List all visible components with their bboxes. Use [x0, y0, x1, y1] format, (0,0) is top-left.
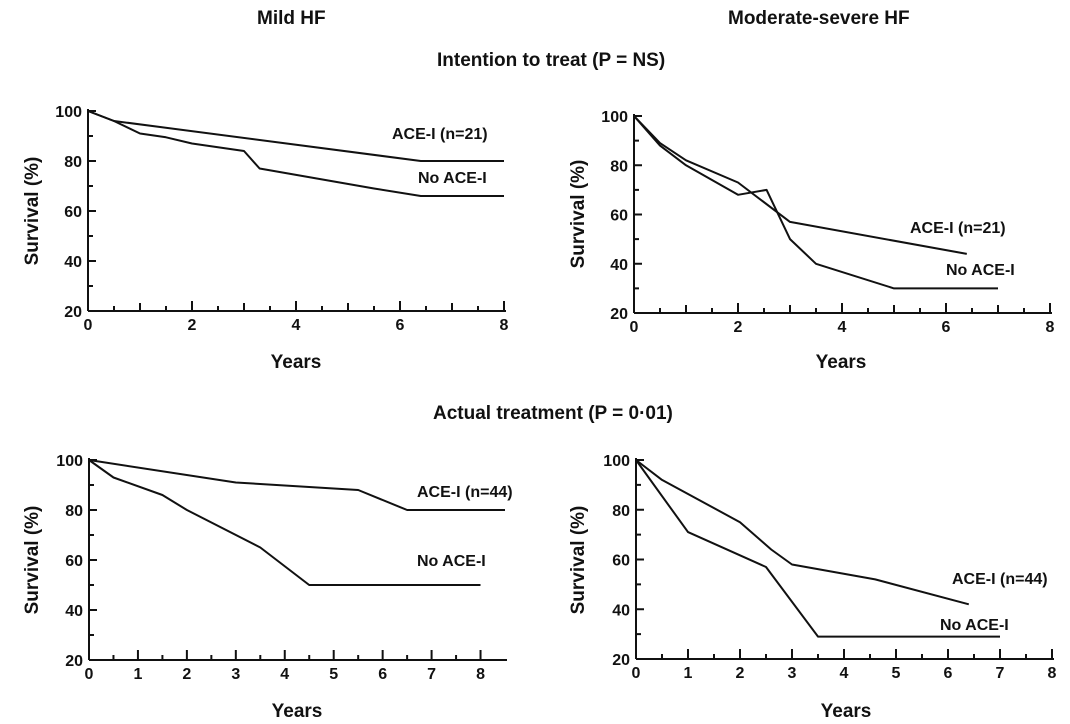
x-tick-label: 6 [396, 317, 405, 334]
section-title-actual: Actual treatment (P = 0·01) [433, 403, 673, 424]
series-label-no-ace-i: No ACE-I [417, 553, 486, 570]
series-line-no-ace-i [633, 115, 998, 290]
series-label-no-ace-i: No ACE-I [940, 617, 1009, 634]
y-tick-label: 60 [64, 204, 82, 221]
y-tick-label: 20 [65, 653, 83, 670]
y-tick-label: 60 [65, 553, 83, 570]
x-axis-title: Years [821, 701, 872, 722]
column-header-mild: Mild HF [257, 8, 326, 29]
x-tick-label: 0 [85, 666, 94, 683]
x-tick-label: 2 [734, 319, 743, 336]
y-tick-label: 40 [612, 602, 630, 619]
y-tick-label: 60 [612, 553, 630, 570]
y-tick-label: 80 [64, 154, 82, 171]
x-tick-label: 2 [182, 666, 191, 683]
x-tick-label: 3 [788, 665, 797, 682]
y-tick-label: 80 [612, 503, 630, 520]
chart-panel-intention-moderate: 20 40 60 80 100 0 2 4 6 8 Years Survival (%) ACE-I (… [568, 109, 1055, 373]
series-line-no-ace-i [87, 110, 504, 197]
series-label-no-ace-i: No ACE-I [946, 262, 1015, 279]
series-label-ace-i: ACE-I (n=44) [952, 571, 1048, 588]
section-title-intention: Intention to treat (P = NS) [437, 50, 666, 71]
x-tick-label: 5 [329, 666, 338, 683]
x-tick-label: 4 [840, 665, 849, 682]
x-tick-label: 5 [892, 665, 901, 682]
y-tick-label: 100 [603, 453, 630, 470]
series-label-ace-i: ACE-I (n=44) [417, 484, 513, 501]
chart-panel-actual-moderate: 20 40 60 80 100 0 1 2 3 4 5 6 7 8 Years Survival (%) ACE… [568, 453, 1057, 722]
x-tick-label: 1 [133, 666, 142, 683]
x-tick-label: 4 [280, 666, 289, 683]
x-tick-label: 2 [188, 317, 197, 334]
series-label-ace-i: ACE-I (n=21) [392, 126, 488, 143]
x-tick-label: 8 [500, 317, 509, 334]
x-tick-label: 6 [942, 319, 951, 336]
x-tick-label: 8 [1046, 319, 1055, 336]
x-axis-title: Years [271, 352, 322, 373]
series-line-no-ace-i [88, 459, 481, 586]
series-line-ace-i [633, 115, 967, 255]
x-tick-label: 0 [84, 317, 93, 334]
y-tick-label: 40 [610, 257, 628, 274]
x-tick-label: 4 [292, 317, 301, 334]
y-tick-label: 20 [610, 306, 628, 323]
x-tick-label: 2 [736, 665, 745, 682]
series-line-no-ace-i [635, 459, 1000, 638]
x-axis-title: Years [816, 352, 867, 373]
y-tick-label: 20 [612, 652, 630, 669]
y-tick-label: 100 [56, 453, 83, 470]
series-label-no-ace-i: No ACE-I [418, 170, 487, 187]
series-line-ace-i [88, 459, 505, 511]
chart-panel-actual-mild: 20 40 60 80 100 0 1 2 3 4 5 6 7 8 Years Survival (%) ACE… [22, 453, 513, 722]
y-axis-title: Survival (%) [568, 160, 589, 269]
y-tick-label: 100 [55, 104, 82, 121]
chart-panel-intention-mild: 20 40 60 80 100 0 2 4 6 8 Years Survival (%) ACE-I (… [22, 104, 509, 373]
x-tick-label: 8 [1048, 665, 1057, 682]
x-tick-label: 6 [378, 666, 387, 683]
x-tick-label: 1 [684, 665, 693, 682]
y-tick-label: 60 [610, 208, 628, 225]
x-tick-label: 4 [838, 319, 847, 336]
x-axis-title: Years [272, 701, 323, 722]
y-axis-title: Survival (%) [568, 506, 589, 615]
series-label-ace-i: ACE-I (n=21) [910, 220, 1006, 237]
y-tick-label: 80 [65, 503, 83, 520]
x-tick-label: 8 [476, 666, 485, 683]
y-axis-title: Survival (%) [22, 506, 43, 615]
x-tick-label: 7 [427, 666, 436, 683]
y-tick-label: 80 [610, 158, 628, 175]
series-line-ace-i [635, 459, 970, 606]
y-tick-label: 40 [65, 603, 83, 620]
x-tick-label: 0 [632, 665, 641, 682]
y-tick-label: 100 [601, 109, 628, 126]
x-tick-label: 6 [944, 665, 953, 682]
x-tick-label: 0 [630, 319, 639, 336]
column-header-moderate-severe: Moderate-severe HF [728, 8, 910, 29]
x-tick-label: 7 [996, 665, 1005, 682]
y-tick-label: 40 [64, 254, 82, 271]
y-tick-label: 20 [64, 304, 82, 321]
y-axis-title: Survival (%) [22, 157, 43, 266]
x-tick-label: 3 [231, 666, 240, 683]
